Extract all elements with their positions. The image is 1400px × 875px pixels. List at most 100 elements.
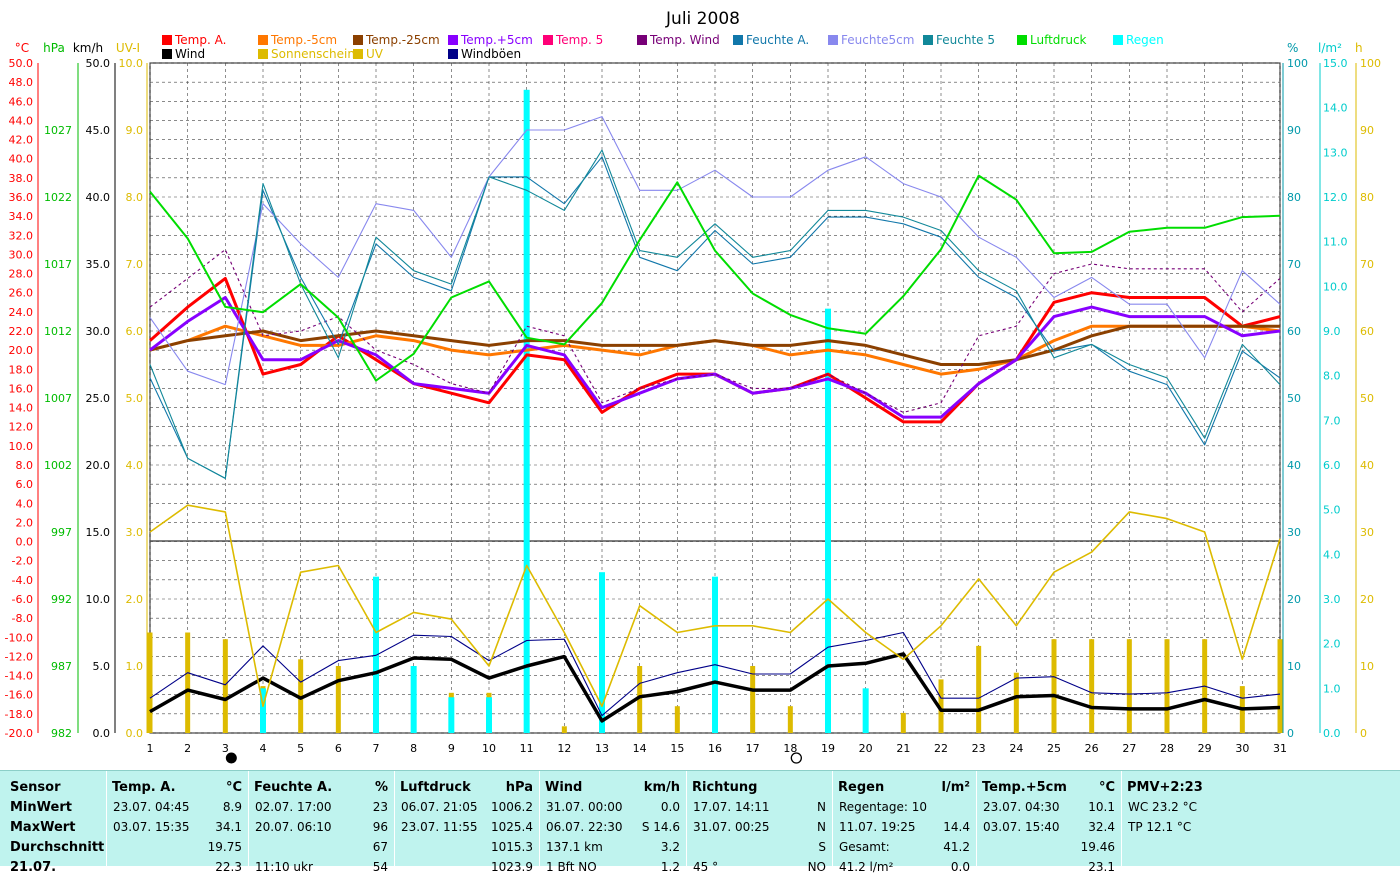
sun-tick-label: 40	[1360, 459, 1374, 472]
legend-swatch	[258, 35, 268, 45]
x-tick-label: 9	[448, 742, 455, 755]
wind-tick-label: 0.0	[93, 727, 111, 740]
rain-tick-label: 14.0	[1323, 102, 1348, 115]
table-cell-label: 06.07. 22:30	[546, 820, 623, 834]
x-tick-label: 11	[520, 742, 534, 755]
regen-bar	[825, 308, 831, 733]
x-tick-label: 18	[783, 742, 797, 755]
legend-label: Temp.+5cm	[460, 33, 533, 47]
luftdruck-series-line	[149, 174, 1281, 382]
uv-axis-label: UV-I	[116, 41, 140, 55]
table-cell-value: 10.1	[1088, 800, 1115, 814]
table-column-unit: km/h	[643, 780, 680, 795]
table-cell-label: 23.07. 11:55	[401, 820, 478, 834]
humidity-tick-label: 40	[1287, 459, 1301, 472]
table-cell-value: N	[817, 800, 826, 814]
humidity-tick-label: 10	[1287, 660, 1301, 673]
x-tick-label: 20	[859, 742, 873, 755]
table-cell-value: S	[818, 840, 826, 854]
uv-tick-label: 9.0	[126, 124, 144, 137]
pressure-tick-label: 987	[51, 660, 72, 673]
table-row-label: Sensor	[10, 780, 61, 795]
sun-tick-label: 90	[1360, 124, 1374, 137]
pressure-tick-label: 1012	[44, 325, 72, 338]
rain-tick-label: 8.0	[1323, 370, 1341, 383]
temp-tick-label: -10.0	[5, 631, 33, 644]
sun-tick-label: 30	[1360, 526, 1374, 539]
temp-tick-label: 50.0	[9, 57, 34, 70]
humidity-tick-label: 70	[1287, 258, 1301, 271]
table-cell-value: 8.9	[222, 800, 242, 814]
rain-tick-label: 6.0	[1323, 459, 1341, 472]
regen-bar	[260, 688, 266, 733]
pressure-tick-label: 992	[51, 593, 72, 606]
rain-tick-label: 0.0	[1323, 727, 1341, 740]
legend-swatch	[162, 35, 172, 45]
table-column-unit: °C	[225, 780, 242, 795]
temp-tick-label: 36.0	[9, 191, 34, 204]
uv-tick-label: 1.0	[126, 660, 144, 673]
pressure-tick-label: 1002	[44, 459, 72, 472]
x-tick-label: 29	[1198, 742, 1212, 755]
x-tick-label: 27	[1122, 742, 1136, 755]
table-cell-value: 1006.2	[491, 800, 533, 814]
temp-tick-label: 10.0	[9, 440, 34, 453]
table-cell-label: 03.07. 15:35	[113, 820, 190, 834]
legend-swatch	[543, 35, 553, 45]
table-cell-value: 23	[372, 800, 388, 814]
x-tick-label: 5	[297, 742, 304, 755]
table-column-title: Regen	[838, 780, 885, 795]
temp-tick-label: 44.0	[9, 114, 34, 127]
table-cell-value: S 14.6	[641, 820, 680, 834]
table-column-divider	[976, 771, 977, 866]
rain-axis-label: l/m²	[1318, 41, 1342, 55]
sun-tick-label: 10	[1360, 660, 1374, 673]
temp-tick-label: -6.0	[12, 593, 33, 606]
rain-tick-label: 10.0	[1323, 280, 1348, 293]
temp-tick-label: 42.0	[9, 134, 34, 147]
uv-bar	[1013, 672, 1019, 733]
legend-label: Temp.-25cm	[365, 33, 440, 47]
regen-bar	[523, 89, 530, 734]
rain-tick-label: 12.0	[1323, 191, 1348, 204]
x-tick-label: 4	[260, 742, 267, 755]
legend-label: Temp.-5cm	[270, 33, 337, 47]
uv-bar	[787, 706, 793, 733]
humidity-tick-label: 0	[1287, 727, 1294, 740]
table-cell-value: 3.2	[660, 840, 680, 854]
rain-tick-label: 5.0	[1323, 504, 1341, 517]
table-column-divider	[106, 771, 107, 866]
rain-tick-label: 13.0	[1323, 146, 1348, 159]
x-tick-label: 13	[595, 742, 609, 755]
uv-tick-label: 0.0	[126, 727, 144, 740]
temp-tick-label: 16.0	[9, 382, 34, 395]
temp-tick-label: 14.0	[9, 402, 34, 415]
temp-tick-label: 28.0	[9, 268, 34, 281]
legend-swatch	[353, 49, 363, 59]
uv-bar	[147, 632, 153, 733]
sun-tick-label: 100	[1360, 57, 1381, 70]
uv-bar	[900, 712, 906, 733]
legend-swatch	[828, 35, 838, 45]
uv-bar	[637, 666, 643, 733]
table-cell-label: 31.07. 00:25	[693, 820, 770, 834]
humidity-tick-label: 80	[1287, 191, 1301, 204]
temp-tick-label: 24.0	[9, 306, 34, 319]
temp-25cm-series-line	[149, 324, 1280, 366]
table-column-divider	[248, 771, 249, 866]
uv-bar	[298, 659, 304, 733]
table-cell-value: NO	[807, 860, 826, 874]
legend-swatch	[258, 49, 268, 59]
table-column-unit: °C	[1098, 780, 1115, 795]
temp-tick-label: -18.0	[5, 708, 33, 721]
legend-label: Windböen	[461, 47, 521, 61]
temp-tick-label: 20.0	[9, 344, 34, 357]
sun-tick-label: 20	[1360, 593, 1374, 606]
table-row-label: MaxWert	[10, 820, 76, 835]
rain-tick-label: 9.0	[1323, 325, 1341, 338]
uv-tick-label: 7.0	[126, 258, 144, 271]
table-row-label: 21.07.	[10, 860, 57, 875]
table-column-divider	[394, 771, 395, 866]
legend-label: Temp. A.	[174, 33, 226, 47]
statistics-table: Sensor MinWert MaxWert Durchschnitt 21.07. Te…	[0, 770, 1400, 875]
